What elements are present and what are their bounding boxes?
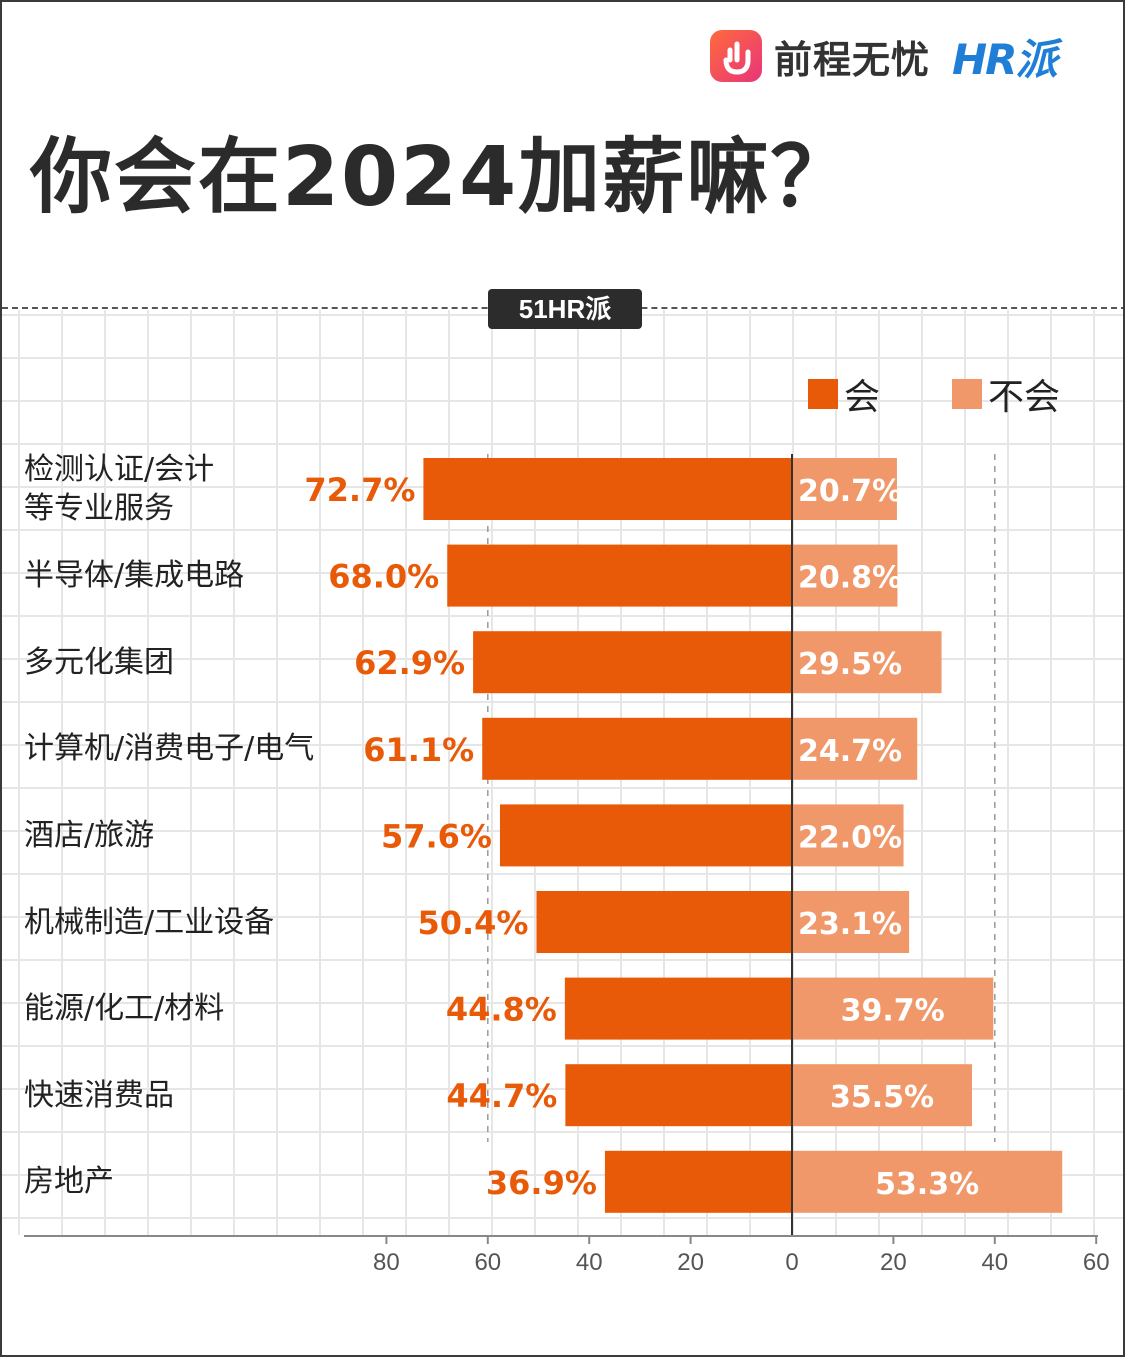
value-label-yes: 62.9%	[354, 644, 465, 682]
value-label-yes: 50.4%	[417, 904, 528, 942]
bar-yes	[482, 718, 792, 780]
value-label-yes: 61.1%	[363, 731, 474, 769]
value-label-yes: 72.7%	[304, 471, 415, 509]
value-label-yes: 57.6%	[381, 817, 492, 855]
value-label-no: 53.3%	[875, 1167, 979, 1202]
bar-yes	[605, 1151, 792, 1213]
bar-yes	[536, 891, 792, 953]
value-label-no: 20.7%	[798, 474, 902, 509]
value-label-yes: 68.0%	[328, 558, 439, 596]
x-tick-label: 40	[576, 1249, 603, 1276]
bar-yes	[565, 978, 792, 1040]
x-tick-label: 20	[880, 1249, 907, 1276]
value-label-no: 22.0%	[798, 820, 902, 855]
value-label-no: 23.1%	[798, 907, 902, 942]
x-tick-label: 60	[1083, 1249, 1110, 1276]
value-label-no: 29.5%	[798, 647, 902, 682]
bar-yes	[473, 631, 792, 693]
value-label-no: 20.8%	[798, 561, 902, 596]
x-tick-label: 0	[785, 1249, 798, 1276]
bar-yes	[565, 1064, 792, 1126]
x-tick-label: 80	[373, 1249, 400, 1276]
x-tick-label: 20	[677, 1249, 704, 1276]
x-tick-label: 60	[474, 1249, 501, 1276]
bar-chart: 72.7% 20.7% 68.0% 20.8% 62.9% 29.5% 61.1% 24.7%…	[2, 2, 1123, 1355]
bar-yes	[500, 804, 792, 866]
bar-yes	[423, 458, 792, 520]
value-label-no: 39.7%	[841, 994, 945, 1029]
value-label-yes: 36.9%	[486, 1164, 597, 1202]
value-label-yes: 44.8%	[446, 991, 557, 1029]
chart-frame: 前程无忧 HR派 你会在2024加薪嘛？ 51HR派 会 不会 检测认证/会计等…	[0, 0, 1125, 1357]
value-label-no: 24.7%	[798, 734, 902, 769]
x-tick-label: 40	[981, 1249, 1008, 1276]
value-label-yes: 44.7%	[446, 1077, 557, 1115]
bar-yes	[447, 545, 792, 607]
value-label-no: 35.5%	[830, 1080, 934, 1115]
